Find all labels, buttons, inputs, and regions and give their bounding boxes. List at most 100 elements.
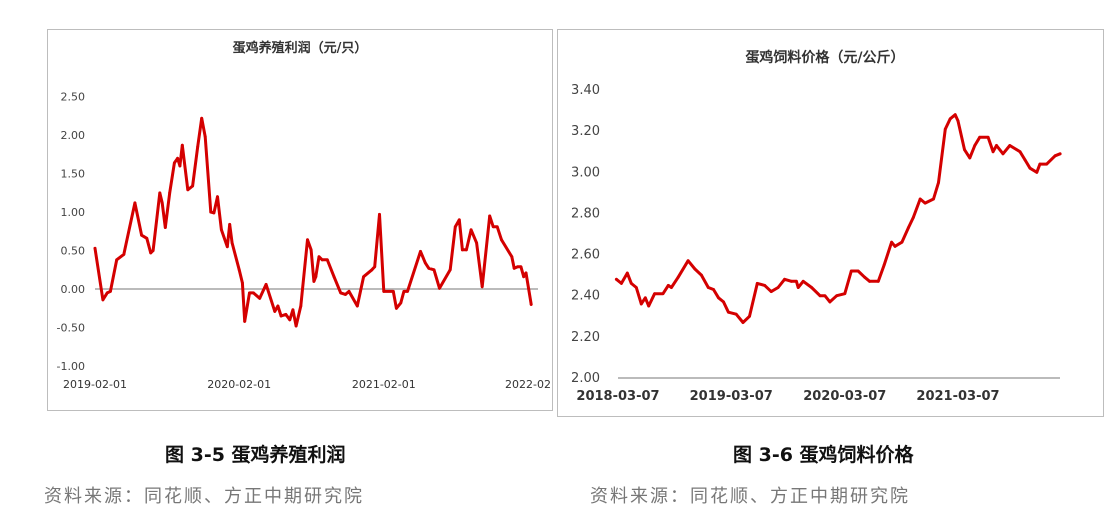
data-point	[133, 201, 137, 205]
data-point	[1045, 162, 1049, 166]
y-tick-label: 2.80	[571, 206, 600, 221]
data-point	[953, 113, 957, 117]
data-point	[1035, 170, 1039, 174]
data-point	[890, 240, 894, 244]
data-point	[973, 144, 977, 147]
y-tick-label: 3.40	[571, 83, 600, 98]
data-point	[191, 184, 194, 188]
data-point	[722, 300, 725, 304]
data-point	[893, 244, 897, 248]
source-note-left: 资料来源：同花顺、方正中期研究院	[44, 486, 364, 507]
data-point	[906, 226, 910, 230]
data-point	[382, 289, 386, 293]
y-tick-label: 2.40	[571, 289, 600, 304]
data-point	[151, 249, 155, 252]
data-point	[519, 265, 523, 269]
data-point	[325, 258, 329, 262]
y-tick-label: -0.50	[57, 322, 85, 335]
data-point	[160, 201, 164, 205]
data-point	[748, 314, 751, 318]
chart-title-profit: 蛋鸡养殖利润（元/只）	[233, 40, 368, 56]
data-point	[373, 265, 377, 269]
data-point	[828, 300, 832, 304]
data-point	[620, 281, 623, 285]
data-point	[727, 310, 730, 314]
data-point	[835, 294, 839, 298]
data-point	[178, 164, 182, 168]
data-point	[391, 289, 395, 293]
data-point	[512, 266, 516, 270]
data-point	[868, 279, 871, 283]
data-point	[968, 156, 972, 160]
data-point	[1023, 158, 1027, 162]
source-note-right: 资料来源：同花顺、方正中期研究院	[590, 486, 910, 507]
data-point	[225, 245, 229, 249]
data-point	[810, 286, 813, 289]
data-point	[653, 292, 657, 296]
data-point	[963, 148, 966, 152]
data-point	[109, 289, 112, 293]
data-point	[948, 117, 952, 121]
feed-price-chart-panel	[557, 29, 1104, 417]
data-point	[461, 248, 464, 252]
data-point	[402, 289, 406, 293]
data-point	[790, 279, 793, 283]
data-point	[823, 294, 827, 298]
data-point	[423, 261, 427, 265]
x-tick-label: 2019-02-01	[63, 378, 127, 391]
data-point	[856, 269, 860, 273]
data-point	[464, 248, 468, 252]
data-point	[406, 289, 409, 293]
data-point	[1001, 152, 1005, 156]
data-point	[344, 293, 347, 296]
data-point	[158, 191, 162, 195]
data-point	[362, 275, 366, 279]
data-point	[900, 240, 904, 244]
data-point	[230, 241, 234, 245]
data-point	[643, 296, 647, 300]
data-point	[291, 308, 295, 312]
data-point	[378, 213, 381, 216]
y-tick-label: 2.60	[571, 248, 600, 263]
data-point	[237, 268, 241, 272]
data-point	[978, 135, 982, 139]
data-point	[529, 303, 533, 306]
data-point	[943, 127, 947, 131]
data-point	[252, 291, 255, 295]
data-point	[432, 268, 436, 272]
data-point	[312, 279, 316, 283]
data-point	[769, 290, 773, 293]
data-point	[480, 285, 484, 289]
x-tick-label: 2021-03-07	[916, 389, 999, 404]
data-point	[661, 292, 665, 296]
y-tick-label: 0.00	[61, 283, 86, 296]
data-point	[399, 301, 403, 305]
data-point	[176, 156, 179, 160]
x-tick-label: 2020-02-01	[207, 378, 271, 391]
data-point	[1018, 150, 1022, 154]
y-tick-label: 2.00	[571, 371, 600, 386]
y-tick-label: 2.00	[61, 129, 86, 142]
data-point	[145, 236, 149, 240]
feed-price-chart: 3.40 3.20 3.00 2.80 2.60 2.40 2.20 2.00 2018-03-…	[571, 83, 1062, 404]
data-point	[491, 225, 495, 229]
data-point	[918, 197, 922, 201]
data-point	[314, 275, 318, 279]
data-point	[932, 197, 935, 201]
chart-title-feed: 蛋鸡饲料价格（元/公斤）	[745, 49, 904, 66]
data-point	[438, 286, 441, 290]
data-point	[639, 302, 643, 306]
data-point	[625, 271, 629, 275]
data-point	[419, 249, 422, 253]
data-point	[453, 225, 457, 229]
data-point	[882, 263, 886, 267]
data-point	[186, 188, 190, 192]
data-point	[706, 286, 710, 289]
data-point	[510, 255, 514, 259]
data-point	[284, 313, 288, 316]
data-point	[448, 268, 452, 272]
data-point	[488, 214, 492, 218]
data-point	[306, 238, 309, 242]
data-point	[209, 210, 213, 214]
